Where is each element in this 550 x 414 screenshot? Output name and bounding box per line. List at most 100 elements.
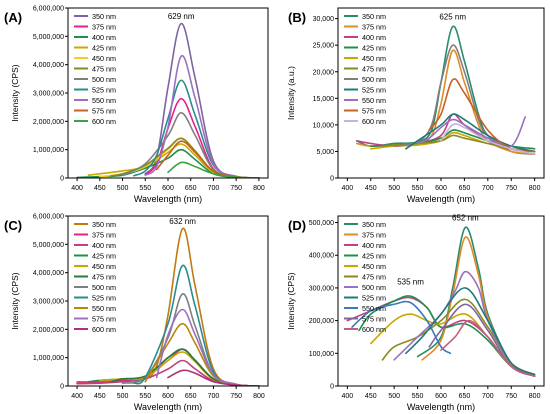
peak-annotation: 632 nm: [169, 217, 196, 226]
chart-panel-b: 400 450 500 550 600 650 700 750 800 0 5,000 10,000 1…: [286, 7, 545, 204]
x-tick-label: 600: [162, 185, 174, 192]
legend-entry: 575 nm: [362, 314, 386, 323]
legend-entry: 600 nm: [362, 117, 386, 126]
y-tick-label: 1,000,000: [33, 147, 64, 154]
legend-entry: 350 nm: [92, 12, 116, 21]
x-tick-label: 400: [71, 185, 83, 192]
legend-entry: 425 nm: [92, 43, 116, 52]
legend-entry: 550 nm: [362, 96, 386, 105]
x-tick-label: 750: [230, 185, 242, 192]
panel-label: (D): [288, 218, 306, 233]
x-tick-label: 700: [482, 393, 494, 400]
series-line-575-nm: [428, 303, 536, 377]
series-group: [346, 226, 536, 377]
y-tick-label: 20,000: [313, 69, 335, 76]
legend-entry: 475 nm: [92, 64, 116, 73]
x-tick-label: 700: [482, 185, 494, 192]
y-tick-label: 2,000,000: [33, 119, 64, 126]
y-tick-label: 10,000: [313, 122, 335, 129]
panel-label: (C): [4, 218, 22, 233]
series-line-525-nm: [405, 113, 536, 153]
legend-entry: 450 nm: [362, 54, 386, 63]
y-tick-label: 0: [60, 384, 64, 391]
peak-annotation: 535 nm: [397, 277, 424, 286]
series-line-575-nm: [428, 78, 536, 153]
x-axis-label: Wavelength (nm): [407, 194, 475, 204]
legend-entry: 400 nm: [92, 241, 116, 250]
legend-entry: 600 nm: [92, 325, 116, 334]
y-tick-label: 30,000: [313, 16, 335, 23]
x-axis-label: Wavelength (nm): [407, 402, 475, 412]
series-line-550-nm: [416, 116, 527, 148]
x-tick-label: 500: [117, 185, 129, 192]
x-tick-label: 800: [253, 393, 265, 400]
legend-entry: 600 nm: [362, 325, 386, 334]
peak-annotation: 625 nm: [439, 12, 466, 21]
legend-entry: 450 nm: [92, 262, 116, 271]
x-axis-label: Wavelength (nm): [134, 402, 202, 412]
legend-entry: 425 nm: [362, 251, 386, 260]
y-tick-label: 5,000,000: [33, 34, 64, 41]
y-tick-label: 200,000: [309, 318, 334, 325]
y-tick-label: 0: [330, 384, 334, 391]
legend-entry: 600 nm: [92, 117, 116, 126]
y-tick-label: 5,000,000: [33, 242, 64, 249]
y-tick-label: 500,000: [309, 220, 334, 227]
x-tick-label: 750: [505, 393, 517, 400]
x-tick-label: 600: [435, 393, 447, 400]
legend-entry: 450 nm: [92, 54, 116, 63]
x-tick-label: 400: [342, 185, 354, 192]
legend-entry: 550 nm: [92, 96, 116, 105]
y-axis-label: Intensity (CPS): [10, 64, 20, 121]
series-line-375-nm: [421, 236, 536, 377]
panel-label: (B): [288, 10, 306, 25]
x-tick-label: 550: [412, 185, 424, 192]
legend-entry: 550 nm: [362, 304, 386, 313]
legend-entry: 425 nm: [92, 251, 116, 260]
x-tick-label: 700: [208, 185, 220, 192]
x-tick-label: 550: [139, 393, 151, 400]
x-tick-label: 400: [342, 393, 354, 400]
legend-entry: 575 nm: [362, 106, 386, 115]
legend-entry: 500 nm: [92, 75, 116, 84]
y-tick-label: 300,000: [309, 285, 334, 292]
y-tick-label: 6,000,000: [33, 214, 64, 221]
x-tick-label: 650: [185, 185, 197, 192]
peak-annotation: 652 nm: [452, 214, 479, 223]
x-tick-label: 400: [71, 393, 83, 400]
legend-entry: 525 nm: [362, 293, 386, 302]
series-line-525-nm: [405, 287, 536, 376]
y-axis-label: Intensity (CPS): [286, 272, 296, 329]
y-tick-label: 1,000,000: [33, 355, 64, 362]
x-tick-label: 650: [459, 185, 471, 192]
legend-entry: 475 nm: [362, 272, 386, 281]
x-tick-label: 450: [365, 185, 377, 192]
x-tick-label: 800: [253, 185, 265, 192]
x-tick-label: 750: [505, 185, 517, 192]
legend-entry: 400 nm: [362, 241, 386, 250]
legend-entry: 450 nm: [362, 262, 386, 271]
series-group: [76, 227, 260, 386]
series-group: [76, 22, 260, 178]
y-axis-label: Intensity (CPS): [10, 272, 20, 329]
series-line-600-nm: [167, 369, 260, 386]
y-tick-label: 25,000: [313, 43, 335, 50]
y-tick-label: 5,000: [316, 149, 334, 156]
series-line-350-nm: [416, 226, 536, 377]
chart-panel-a: 400 450 500 550 600 650 700 750 800 0 1,000,000 2,0…: [4, 6, 269, 204]
y-tick-label: 3,000,000: [33, 91, 64, 98]
panel-label: (A): [4, 10, 22, 25]
series-line-600-nm: [440, 319, 536, 377]
y-tick-label: 4,000,000: [33, 270, 64, 277]
legend-entry: 500 nm: [362, 75, 386, 84]
y-tick-label: 0: [60, 176, 64, 183]
x-tick-label: 450: [94, 393, 106, 400]
x-tick-label: 600: [162, 393, 174, 400]
x-axis-label: Wavelength (nm): [134, 194, 202, 204]
x-tick-label: 600: [435, 185, 447, 192]
series-line-425-nm: [87, 143, 260, 178]
